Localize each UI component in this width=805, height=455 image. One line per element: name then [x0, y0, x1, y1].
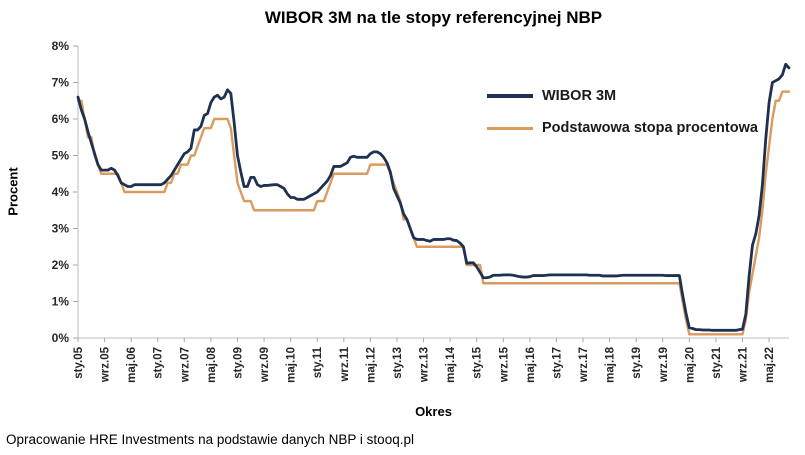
svg-text:8%: 8%	[52, 39, 70, 53]
svg-text:0%: 0%	[52, 331, 70, 345]
svg-text:sty.21: sty.21	[711, 346, 723, 378]
svg-text:sty.15: sty.15	[472, 346, 484, 378]
svg-text:2%: 2%	[52, 258, 70, 272]
legend-item-reference-rate: Podstawowa stopa procentowa	[487, 120, 758, 136]
svg-text:7%: 7%	[52, 76, 70, 90]
legend-label: Podstawowa stopa procentowa	[542, 120, 758, 136]
svg-text:wrz.11: wrz.11	[339, 346, 351, 382]
svg-text:wrz.05: wrz.05	[100, 346, 112, 383]
svg-text:6%: 6%	[52, 112, 70, 126]
svg-text:4%: 4%	[52, 185, 70, 199]
svg-text:sty.19: sty.19	[631, 347, 643, 379]
source-note: Opracowanie HRE Investments na podstawie…	[6, 432, 414, 447]
svg-text:5%: 5%	[52, 149, 70, 163]
svg-text:1%: 1%	[52, 295, 70, 309]
svg-text:wrz.07: wrz.07	[179, 347, 191, 383]
svg-text:sty.13: sty.13	[392, 347, 404, 379]
svg-text:3%: 3%	[52, 222, 70, 236]
svg-text:maj.06: maj.06	[126, 347, 138, 383]
svg-text:maj.20: maj.20	[684, 347, 696, 383]
svg-text:maj.10: maj.10	[286, 347, 298, 383]
svg-text:sty.17: sty.17	[551, 347, 563, 379]
legend-label: WIBOR 3M	[542, 88, 617, 104]
svg-text:wrz.09: wrz.09	[259, 347, 271, 383]
svg-text:sty.11: sty.11	[312, 346, 324, 378]
reference-rate-line-swatch	[487, 126, 533, 130]
svg-text:maj.22: maj.22	[764, 347, 776, 383]
svg-text:maj.18: maj.18	[605, 346, 617, 382]
svg-text:wrz.15: wrz.15	[498, 346, 510, 383]
svg-text:maj.14: maj.14	[445, 346, 457, 382]
svg-text:maj.08: maj.08	[206, 346, 218, 382]
x-axis-title: Okres	[415, 404, 452, 419]
svg-text:wrz.19: wrz.19	[658, 347, 670, 383]
svg-text:sty.05: sty.05	[73, 346, 85, 378]
svg-text:maj.12: maj.12	[365, 347, 377, 383]
legend: WIBOR 3M Podstawowa stopa procentowa	[487, 88, 758, 136]
chart-title: WIBOR 3M na tle stopy referencyjnej NBP	[264, 8, 603, 27]
wibor-line-swatch	[487, 94, 533, 98]
svg-text:wrz.13: wrz.13	[419, 347, 431, 383]
svg-text:sty.07: sty.07	[153, 347, 165, 379]
svg-text:sty.09: sty.09	[232, 347, 244, 379]
svg-text:wrz.21: wrz.21	[737, 346, 749, 383]
y-axis-title: Procent	[5, 167, 21, 216]
svg-text:wrz.17: wrz.17	[578, 347, 590, 383]
svg-text:maj.16: maj.16	[525, 347, 537, 383]
legend-item-wibor-3m: WIBOR 3M	[487, 88, 758, 104]
